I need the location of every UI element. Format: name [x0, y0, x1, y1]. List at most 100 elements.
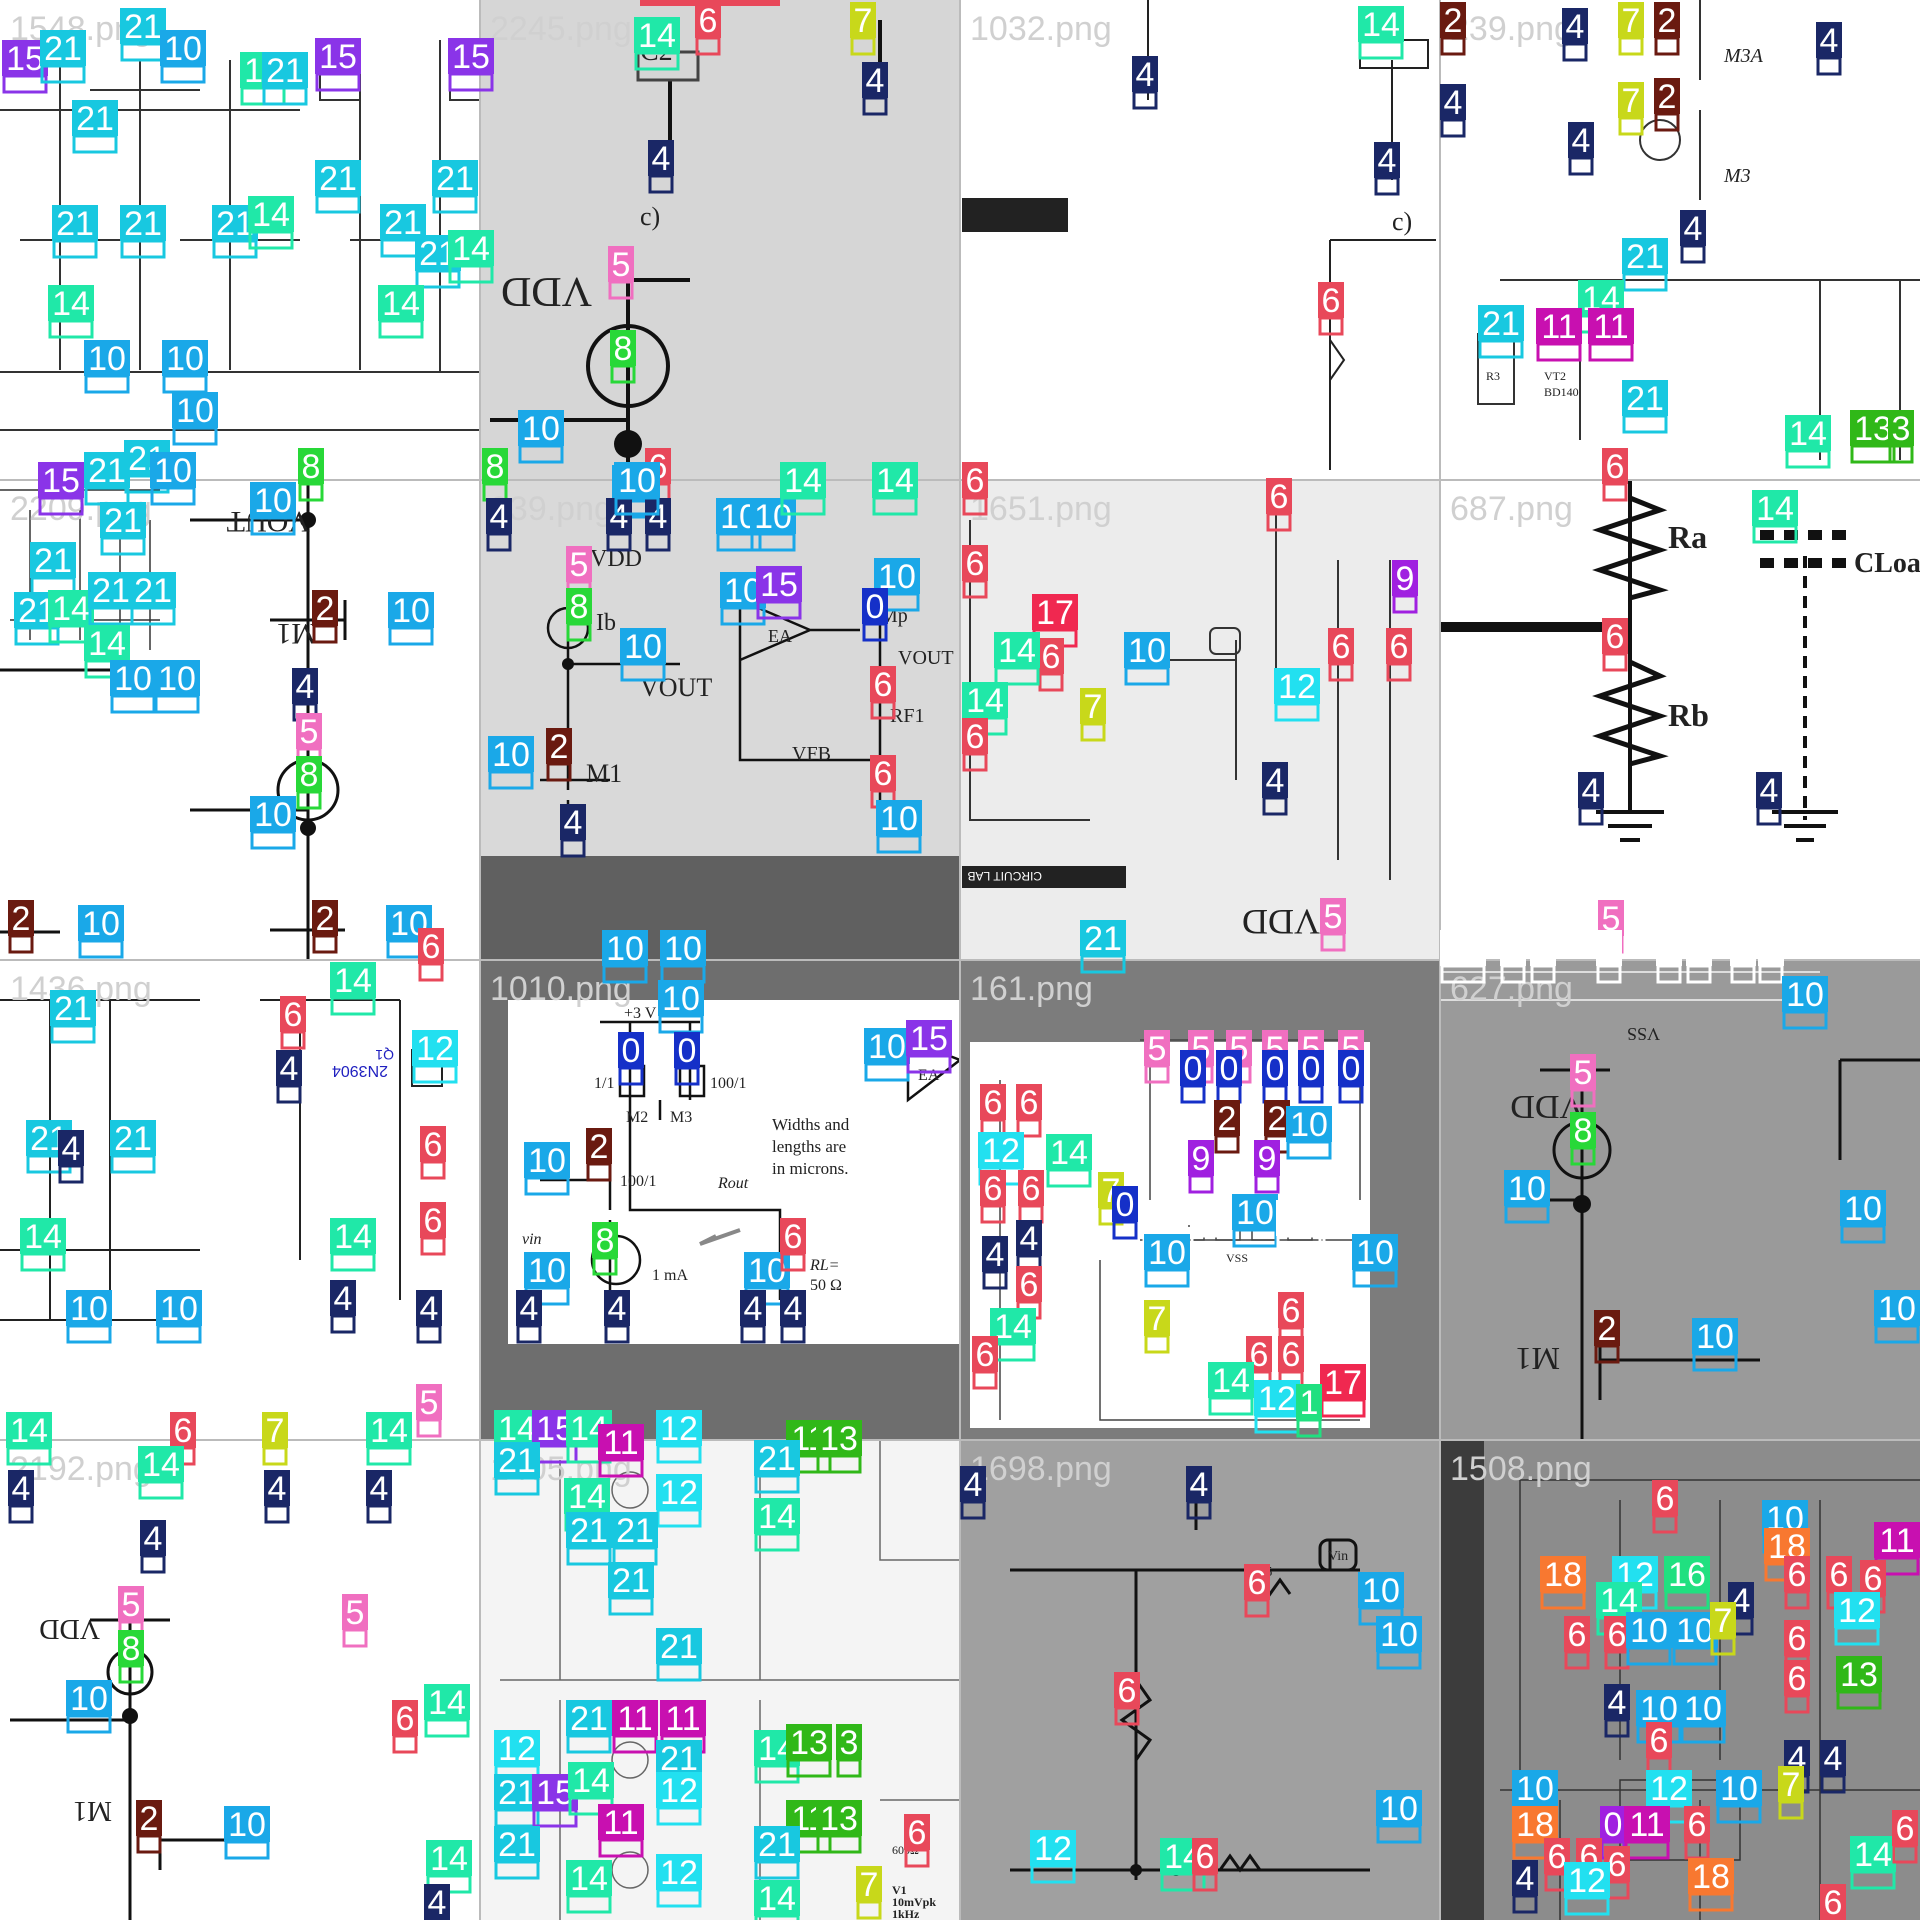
- annotation-label-125: 4: [1756, 772, 1782, 826]
- annotation-label-bg: [602, 930, 648, 966]
- ra-label: Ra: [1668, 519, 1707, 555]
- annotation-box: [614, 496, 660, 516]
- annotation-label-text: 15: [536, 1774, 574, 1812]
- annotation-label-bg: [660, 1700, 706, 1736]
- annotation-label-bg: [1186, 1466, 1212, 1502]
- annotation-label-234: 6: [392, 1700, 418, 1754]
- annotation-label-106: 6: [962, 545, 988, 599]
- annotation-label-bg: [1080, 920, 1126, 956]
- annotation-label-bg: [1758, 930, 1784, 966]
- annotation-label-text: 4: [1582, 772, 1601, 810]
- annotation-box: [754, 1532, 800, 1552]
- annotation-label-text: 4: [564, 804, 583, 842]
- annotation-label-127: 22: [1440, 930, 1486, 984]
- annotation-label-8: 21: [72, 100, 118, 154]
- annotation-label-bg: [1540, 1556, 1586, 1592]
- annotation-label-bg: [1322, 1200, 1368, 1236]
- annotation-label-279: 4: [1186, 1466, 1212, 1520]
- annotation-label-bg: [566, 1700, 612, 1736]
- annotation-label-text: 10: [754, 498, 792, 536]
- annotation-label-bg: [1684, 1806, 1710, 1842]
- annotation-label-text: 0: [1184, 1050, 1203, 1088]
- annotation-label-205: 6: [972, 1336, 998, 1390]
- annotation-label-26: 4: [862, 62, 888, 116]
- annotation-label-313: 4: [1820, 1740, 1846, 1794]
- annotation-label-192: 22: [1142, 1200, 1188, 1254]
- annotation-label-text: 21: [758, 1826, 796, 1864]
- annotation-label-27: 4: [648, 140, 674, 194]
- annotation-box: [424, 1718, 470, 1738]
- annotation-box: [598, 1458, 644, 1478]
- annotation-label-bg: [392, 1700, 418, 1736]
- annotation-label-bg: [656, 1854, 702, 1890]
- annotation-box: [870, 700, 896, 720]
- annotation-label-text: 4: [652, 140, 671, 178]
- annotation-label-117: 6: [1386, 628, 1412, 682]
- annotation-label-text: 10: [528, 1142, 566, 1180]
- annotation-label-bg: [1622, 380, 1668, 416]
- annotation-box: [136, 1834, 162, 1854]
- annotation-box: [816, 1834, 862, 1854]
- annotation-label-202: 14: [990, 1308, 1036, 1362]
- annotation-label-bg: [1594, 1310, 1620, 1346]
- annotation-label-142: 21: [110, 1120, 156, 1174]
- annotation-box: [740, 1324, 766, 1344]
- annotation-label-170: 5: [1144, 1030, 1170, 1084]
- annotation-label-text: 10: [1516, 1770, 1554, 1808]
- annotation-label-text: 10: [82, 905, 120, 943]
- annotation-label-text: 4: [1608, 1684, 1627, 1722]
- annotation-label-187: 9: [1254, 1140, 1280, 1194]
- annotation-box: [780, 1252, 806, 1272]
- annotation-label-text: 6: [1830, 1556, 1849, 1594]
- annotation-label-295: 6: [1784, 1556, 1810, 1610]
- annotation-box: [1654, 36, 1680, 56]
- annotation-label-bg: [524, 1142, 570, 1178]
- annotation-label-bg: [8, 1470, 34, 1506]
- annotation-label-114: 10: [1124, 632, 1170, 686]
- annotation-label-bg: [1232, 1194, 1278, 1230]
- annotation-label-bg: [1216, 1050, 1242, 1086]
- annotation-label-bg: [1752, 490, 1798, 526]
- annotation-box: [486, 532, 512, 552]
- annotation-label-292: 18: [1540, 1556, 1586, 1610]
- annotation-label-bg: [980, 1170, 1006, 1206]
- annotation-label-115: 9: [1392, 560, 1418, 614]
- annotation-label-5: 15: [448, 38, 494, 92]
- annotation-label-bg: [1262, 762, 1288, 798]
- annotation-label-45: 4: [1568, 122, 1594, 176]
- annotation-box: [1664, 1590, 1710, 1610]
- annotation-label-bg: [276, 1050, 302, 1086]
- annotation-label-text: 2: [1268, 1100, 1287, 1138]
- annotation-label-219: 10: [1692, 1318, 1738, 1372]
- vout-label-3: VOUT: [898, 647, 954, 669]
- annotation-label-139: 12: [412, 1030, 458, 1084]
- annotation-label-277: 7: [856, 1866, 882, 1920]
- annotation-label-text: 14: [966, 682, 1004, 720]
- annotation-label-bg: [418, 928, 444, 964]
- annotation-box: [750, 532, 796, 552]
- annotation-label-bg: [110, 660, 156, 696]
- annotation-label-163: 6: [780, 1218, 806, 1272]
- annotation-label-text: 21: [104, 502, 142, 540]
- tile-title-14: 1698.png: [970, 1450, 1112, 1488]
- annotation-box: [1840, 1224, 1886, 1244]
- annotation-label-44: 2: [1654, 78, 1680, 132]
- annotation-label-text: 22: [1194, 1200, 1232, 1238]
- annotation-box: [1144, 1064, 1170, 1084]
- annotation-label-283: 6: [1114, 1672, 1140, 1726]
- annotation-label-bg: [754, 1826, 800, 1862]
- annotation-label-144: 14: [20, 1218, 66, 1272]
- annotation-box: [1618, 116, 1644, 136]
- annotation-label-text: 8: [300, 756, 319, 794]
- annotation-label-1: 21: [40, 30, 86, 84]
- annotation-label-bg: [606, 498, 632, 534]
- annotation-label-text: 6: [1022, 1170, 1041, 1208]
- annotation-label-bg: [1646, 1722, 1672, 1758]
- annotation-label-bg: [1504, 1170, 1550, 1206]
- annotation-box: [50, 1024, 96, 1044]
- annotation-label-text: 17: [1324, 1364, 1362, 1402]
- annotation-label-text: 4: [649, 498, 668, 536]
- annotation-label-text: 1: [1300, 1384, 1319, 1422]
- annotation-label-bg: [1654, 78, 1680, 114]
- annotation-box: [1262, 796, 1288, 816]
